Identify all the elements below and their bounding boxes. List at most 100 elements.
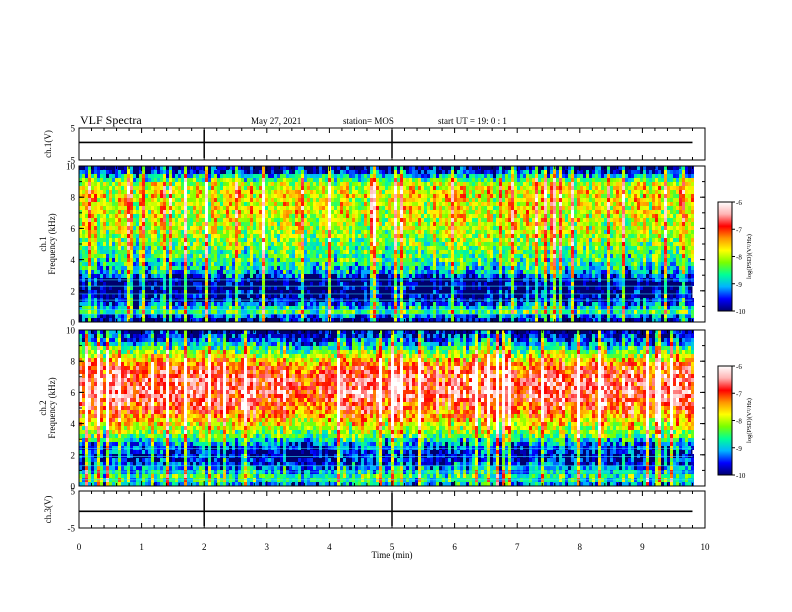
heatmap-cell: [94, 174, 97, 178]
heatmap-cell: [163, 282, 166, 286]
heatmap-cell: [415, 234, 418, 238]
heatmap-cell: [100, 210, 103, 214]
heatmap-cell: [103, 226, 106, 230]
heatmap-cell: [352, 254, 355, 258]
heatmap-cell: [493, 258, 496, 262]
heatmap-cell: [127, 282, 130, 286]
heatmap-cell: [175, 218, 178, 222]
heatmap-cell: [298, 190, 301, 194]
heatmap-cell: [277, 234, 280, 238]
heatmap-cell: [262, 226, 265, 230]
heatmap-cell: [139, 230, 142, 234]
heatmap-cell: [331, 174, 334, 178]
heatmap-cell: [82, 294, 85, 298]
heatmap-cell: [478, 218, 481, 222]
heatmap-cell: [418, 234, 421, 238]
heatmap-cell: [160, 258, 163, 262]
heatmap-cell: [112, 250, 115, 254]
heatmap-cell: [112, 262, 115, 266]
heatmap-cell: [262, 182, 265, 186]
heatmap-cell: [283, 246, 286, 250]
heatmap-cell: [319, 262, 322, 266]
heatmap-cell: [247, 254, 250, 258]
heatmap-cell: [247, 206, 250, 210]
heatmap-cell: [505, 182, 508, 186]
heatmap-cell: [499, 214, 502, 218]
heatmap-cell: [445, 306, 448, 310]
heatmap-cell: [109, 226, 112, 230]
heatmap-cell: [430, 222, 433, 226]
heatmap-cell: [343, 182, 346, 186]
heatmap-cell: [145, 270, 148, 274]
heatmap-cell: [280, 210, 283, 214]
heatmap-cell: [256, 182, 259, 186]
heatmap-cell: [316, 186, 319, 190]
heatmap-cell: [223, 190, 226, 194]
heatmap-cell: [130, 178, 133, 182]
heatmap-cell: [115, 266, 118, 270]
heatmap-cell: [373, 178, 376, 182]
heatmap-cell: [415, 310, 418, 314]
heatmap-cell: [112, 310, 115, 314]
heatmap-cell: [454, 206, 457, 210]
heatmap-cell: [289, 202, 292, 206]
heatmap-cell: [466, 230, 469, 234]
heatmap-cell: [151, 254, 154, 258]
heatmap-cell: [394, 250, 397, 254]
heatmap-cell: [370, 310, 373, 314]
heatmap-cell: [427, 254, 430, 258]
heatmap-cell: [298, 310, 301, 314]
heatmap-cell: [268, 214, 271, 218]
heatmap-cell: [151, 222, 154, 226]
heatmap-cell: [370, 270, 373, 274]
heatmap-cell: [211, 206, 214, 210]
heatmap-cell: [91, 242, 94, 246]
heatmap-cell: [316, 318, 319, 322]
heatmap-cell: [277, 222, 280, 226]
heatmap-cell: [412, 214, 415, 218]
heatmap-cell: [376, 230, 379, 234]
heatmap-cell: [442, 194, 445, 198]
heatmap-cell: [499, 170, 502, 174]
heatmap-cell: [127, 266, 130, 270]
heatmap-cell: [340, 258, 343, 262]
heatmap-cell: [448, 246, 451, 250]
heatmap-cell: [502, 262, 505, 266]
heatmap-cell: [370, 246, 373, 250]
heatmap-cell: [109, 190, 112, 194]
heatmap-cell: [91, 274, 94, 278]
heatmap-cell: [325, 250, 328, 254]
heatmap-cell: [499, 242, 502, 246]
heatmap-cell: [160, 178, 163, 182]
heatmap-cell: [163, 318, 166, 322]
heatmap-cell: [151, 258, 154, 262]
heatmap-cell: [466, 218, 469, 222]
heatmap-cell: [496, 274, 499, 278]
heatmap-cell: [361, 318, 364, 322]
heatmap-cell: [157, 306, 160, 310]
heatmap-cell: [499, 238, 502, 242]
heatmap-cell: [361, 170, 364, 174]
heatmap-cell: [115, 202, 118, 206]
heatmap-cell: [352, 170, 355, 174]
heatmap-cell: [235, 274, 238, 278]
heatmap-cell: [97, 274, 100, 278]
heatmap-cell: [358, 210, 361, 214]
heatmap-cell: [262, 214, 265, 218]
heatmap-cell: [463, 226, 466, 230]
heatmap-cell: [163, 310, 166, 314]
heatmap-cell: [118, 310, 121, 314]
heatmap-cell: [487, 186, 490, 190]
heatmap-cell: [127, 198, 130, 202]
heatmap-cell: [313, 222, 316, 226]
heatmap-cell: [376, 270, 379, 274]
heatmap-cell: [436, 314, 439, 318]
heatmap-cell: [109, 266, 112, 270]
heatmap-cell: [283, 174, 286, 178]
heatmap-cell: [328, 270, 331, 274]
heatmap-cell: [274, 210, 277, 214]
heatmap-cell: [499, 310, 502, 314]
heatmap-cell: [325, 178, 328, 182]
heatmap-cell: [382, 242, 385, 246]
heatmap-cell: [403, 198, 406, 202]
